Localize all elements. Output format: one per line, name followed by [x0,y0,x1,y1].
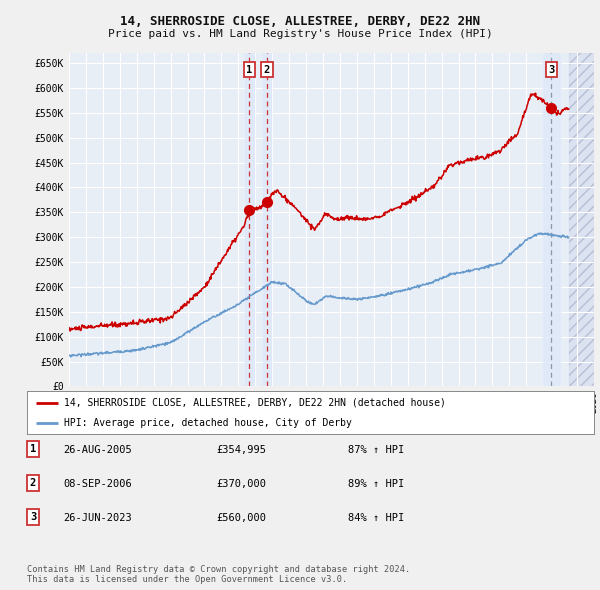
Text: £354,995: £354,995 [216,445,266,455]
Bar [245,53,254,386]
Text: 08-SEP-2006: 08-SEP-2006 [63,479,132,489]
Bar [569,53,594,386]
Bar [543,53,560,386]
Text: 14, SHERROSIDE CLOSE, ALLESTREE, DERBY, DE22 2HN (detached house): 14, SHERROSIDE CLOSE, ALLESTREE, DERBY, … [64,398,446,408]
Text: HPI: Average price, detached house, City of Derby: HPI: Average price, detached house, City… [64,418,352,428]
Text: 89% ↑ HPI: 89% ↑ HPI [348,479,404,489]
Bar [263,53,271,386]
Bar [569,53,594,386]
Text: 3: 3 [30,512,36,522]
Text: 87% ↑ HPI: 87% ↑ HPI [348,445,404,455]
Text: 14, SHERROSIDE CLOSE, ALLESTREE, DERBY, DE22 2HN: 14, SHERROSIDE CLOSE, ALLESTREE, DERBY, … [120,15,480,28]
Text: 2: 2 [30,478,36,488]
Text: £370,000: £370,000 [216,479,266,489]
Text: 1: 1 [246,65,253,75]
Text: £560,000: £560,000 [216,513,266,523]
Text: Contains HM Land Registry data © Crown copyright and database right 2024.
This d: Contains HM Land Registry data © Crown c… [27,565,410,584]
Text: 3: 3 [548,65,554,75]
Text: 26-AUG-2005: 26-AUG-2005 [63,445,132,455]
Text: Price paid vs. HM Land Registry's House Price Index (HPI): Price paid vs. HM Land Registry's House … [107,29,493,39]
Text: 84% ↑ HPI: 84% ↑ HPI [348,513,404,523]
Text: 1: 1 [30,444,36,454]
Text: 26-JUN-2023: 26-JUN-2023 [63,513,132,523]
Text: 2: 2 [264,65,270,75]
